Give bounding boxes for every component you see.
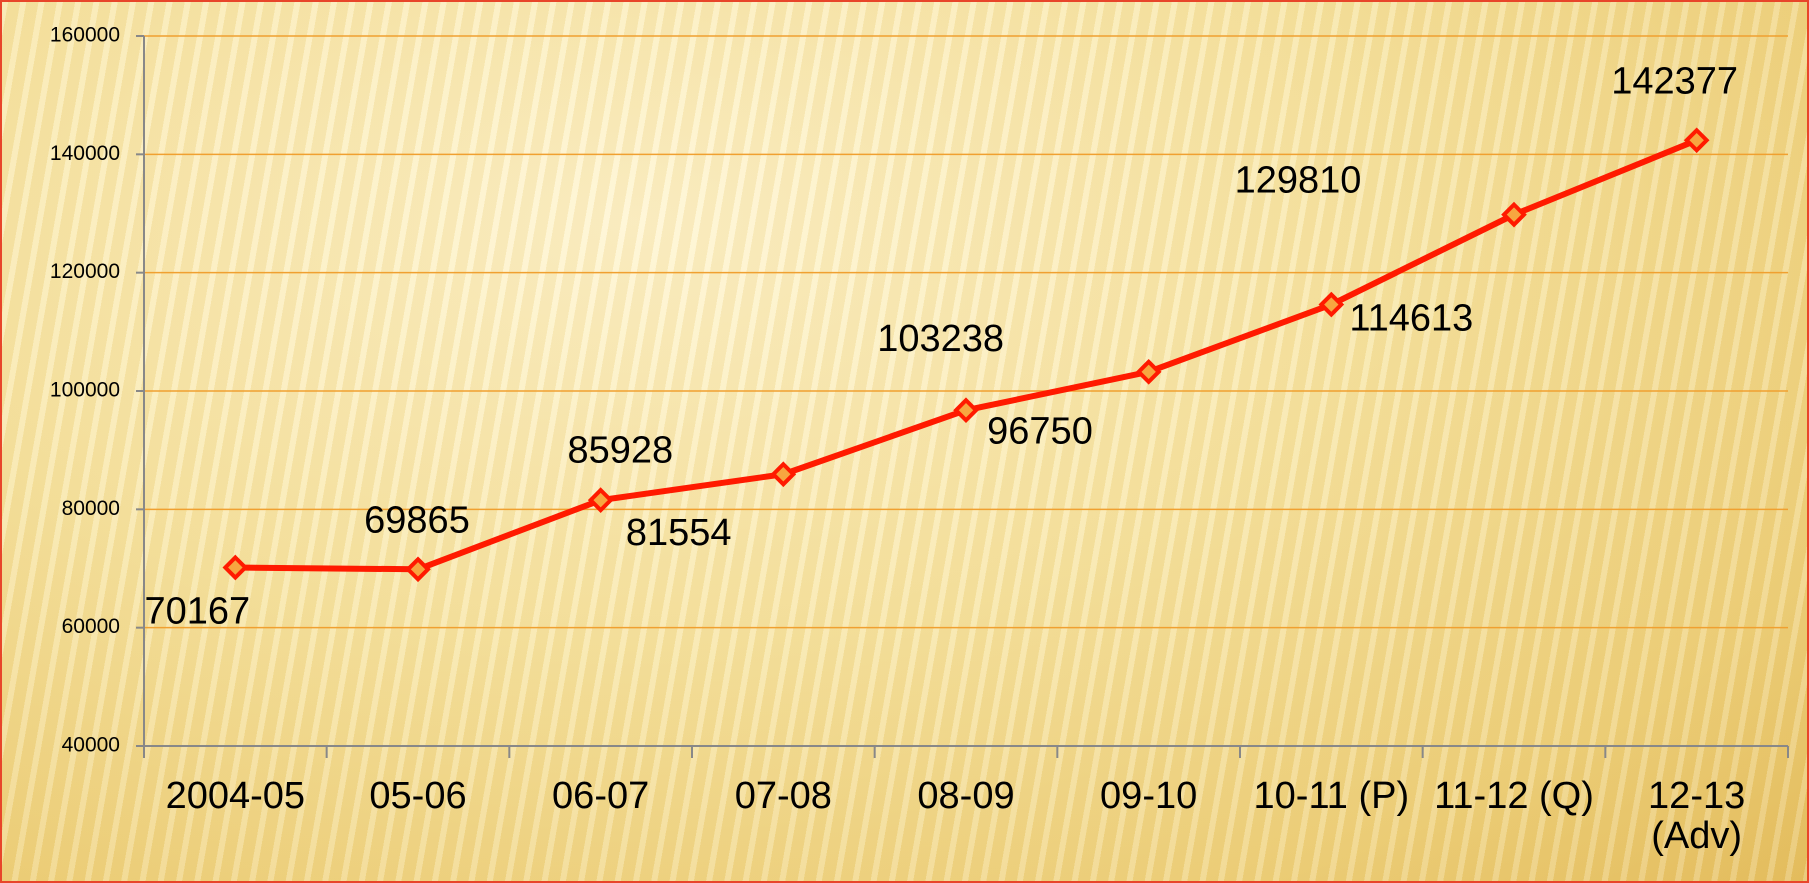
data-label: 103238	[877, 318, 1004, 360]
data-label: 70167	[144, 591, 250, 633]
y-tick-label: 100000	[50, 379, 120, 402]
marker	[770, 461, 797, 488]
y-tick-label: 40000	[62, 734, 120, 757]
y-tick-label: 120000	[50, 260, 120, 283]
x-tick-label: 05-06	[369, 775, 467, 817]
marker	[405, 556, 431, 583]
data-label: 96750	[987, 410, 1093, 452]
y-tick-label: 160000	[50, 24, 120, 47]
marker	[953, 397, 979, 424]
marker	[1683, 127, 1710, 154]
marker	[1318, 291, 1345, 318]
x-tick-label: 12-13 (Adv)	[1648, 775, 1746, 857]
marker	[1135, 359, 1162, 385]
y-tick-label: 80000	[62, 497, 120, 520]
data-label: 81554	[626, 512, 732, 554]
marker	[1501, 201, 1527, 228]
x-tick-label: 06-07	[552, 775, 650, 817]
x-tick-label: 07-08	[734, 775, 832, 817]
data-label: 69865	[364, 499, 470, 541]
data-label: 142377	[1611, 60, 1738, 102]
x-tick-label: 10-11 (P)	[1253, 775, 1410, 817]
x-tick-label: 09-10	[1100, 775, 1198, 817]
marker	[222, 554, 249, 581]
y-tick-label: 60000	[62, 615, 120, 638]
data-label: 129810	[1235, 160, 1362, 202]
data-label: 114613	[1349, 298, 1473, 340]
y-tick-label: 140000	[50, 142, 120, 165]
marker	[587, 487, 614, 513]
x-tick-label: 2004-05	[165, 775, 306, 817]
x-tick-label: 08-09	[917, 775, 1015, 817]
x-tick-label: 11-12 (Q)	[1434, 775, 1594, 817]
data-label: 85928	[567, 429, 673, 471]
